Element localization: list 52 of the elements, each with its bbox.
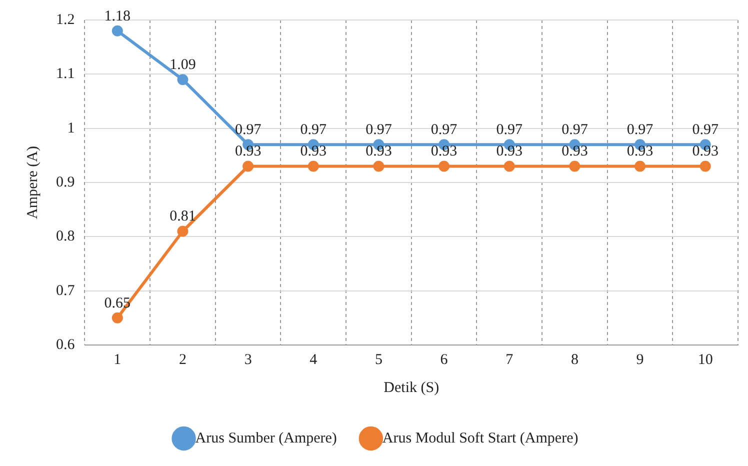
y-tick-label: 0.9 [56,174,75,190]
x-tick-label: 1 [114,352,122,368]
x-tick-label: 8 [570,352,578,368]
data-label: 0.97 [692,122,719,138]
point [634,160,646,172]
x-tick-label: 5 [374,352,382,368]
y-tick-label: 0.6 [56,336,76,353]
data-label: 0.93 [430,144,458,160]
data-label: 0.93 [626,144,654,160]
data-label: 0.97 [496,122,523,138]
point [438,160,450,172]
data-label: 0.93 [692,144,718,160]
y-axis-title: Ampere (A) [24,146,41,219]
point [308,160,319,172]
data-label: 0.93 [300,144,327,160]
data-label: 0.93 [562,144,588,160]
point [177,74,188,86]
x-tick-label: 4 [310,352,318,368]
point [504,160,515,172]
x-tick-label: 3 [244,352,252,368]
point [700,160,711,172]
y-tick-label: 1 [67,120,75,136]
data-label: 0.93 [496,144,522,160]
y-tick-label: 1.1 [56,66,75,82]
point [112,312,123,324]
point [177,226,188,237]
data-label: 0.97 [430,122,458,138]
data-label: 1.09 [170,57,196,74]
data-label: 0.93 [234,144,262,160]
x-tick-label: 7 [506,352,514,368]
data-label: 0.97 [562,122,588,138]
data-label: 0.93 [366,144,392,160]
legend-label: Arus Sumber (Ampere) [195,430,337,446]
x-tick-label: 2 [178,352,186,368]
legend-label: Arus Modul Soft Start (Ampere) [382,430,578,446]
data-label: 0.81 [170,208,196,225]
point [242,160,254,172]
x-tick-label: 6 [440,352,448,368]
x-axis-title: Detik (S) [384,380,440,396]
data-label: 0.97 [234,122,262,138]
y-tick-label: 1.2 [56,12,75,28]
point [112,25,123,36]
data-label: 1.18 [104,8,131,24]
point [373,160,384,172]
point [569,160,580,172]
x-tick-label: 9 [636,352,644,368]
data-label: 0.97 [626,122,654,138]
data-label: 0.97 [300,122,328,138]
data-label: 0.97 [366,122,392,138]
x-tick-label: 10 [698,352,713,368]
y-tick-label: 0.7 [56,282,76,299]
y-tick-label: 0.8 [56,228,75,245]
